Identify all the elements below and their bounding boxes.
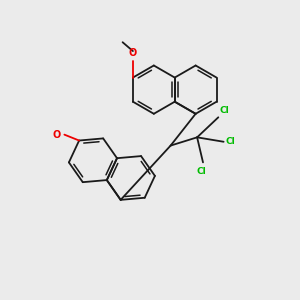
Text: O: O bbox=[52, 130, 61, 140]
Text: Cl: Cl bbox=[220, 106, 230, 115]
Text: Cl: Cl bbox=[197, 167, 206, 176]
Text: Cl: Cl bbox=[225, 137, 235, 146]
Text: O: O bbox=[129, 48, 137, 58]
